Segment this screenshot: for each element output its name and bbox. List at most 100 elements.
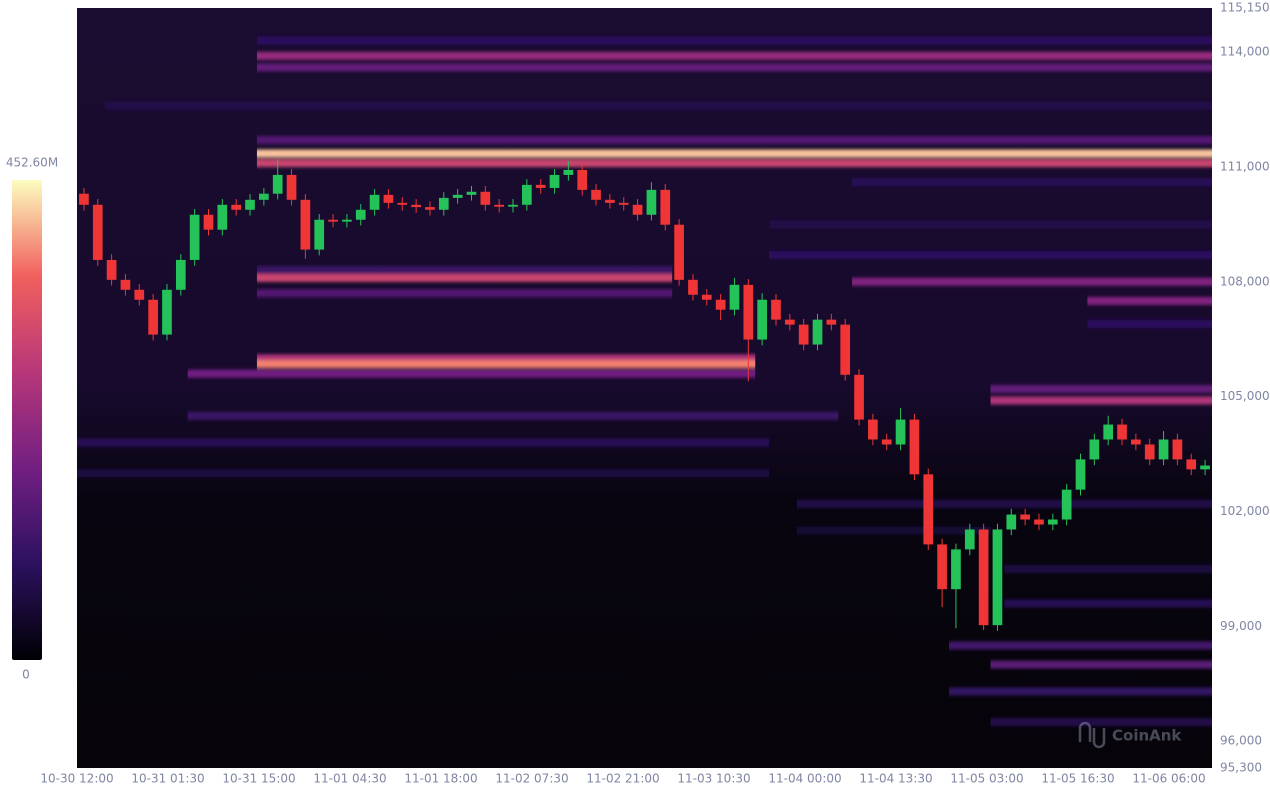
heat-band — [769, 220, 1212, 229]
candle-body — [189, 214, 200, 260]
candle-body — [466, 191, 477, 195]
candle-body — [591, 189, 601, 200]
x-tick-label: 11-04 00:00 — [768, 772, 841, 786]
candle-body — [1158, 439, 1169, 460]
candle-body — [148, 299, 158, 335]
candle-body — [1034, 519, 1044, 525]
y-tick-label: 108,000 — [1220, 274, 1270, 288]
candle-body — [743, 284, 754, 340]
candle-body — [909, 419, 920, 475]
candle-body — [1200, 465, 1210, 470]
x-tick-label: 11-03 10:30 — [677, 772, 750, 786]
x-tick-label: 11-04 13:30 — [859, 772, 932, 786]
heat-band — [852, 277, 1212, 286]
x-tick-label: 10-31 15:00 — [222, 772, 295, 786]
candle-body — [1172, 439, 1183, 460]
candle-body — [79, 193, 89, 205]
heat-band — [990, 718, 1212, 727]
heat-band — [990, 396, 1212, 405]
candle-body — [425, 207, 435, 210]
candle-body — [826, 319, 837, 325]
candle-body — [605, 199, 615, 203]
x-tick-label: 11-06 06:00 — [1132, 772, 1205, 786]
colorbar-min-label: 0 — [22, 668, 30, 682]
heat-band — [77, 469, 770, 478]
candle-body — [535, 184, 546, 188]
candle-body — [563, 169, 574, 175]
candle-body — [923, 474, 934, 545]
candle-body — [1061, 489, 1072, 520]
heat-band — [990, 384, 1212, 393]
candle-body — [162, 289, 172, 335]
x-tick-label: 10-31 01:30 — [131, 772, 204, 786]
watermark: CoinAnk — [1078, 721, 1182, 749]
colorbar-max-label: 452.60M — [6, 156, 58, 170]
heat-band — [256, 149, 1212, 158]
candle-body — [1075, 459, 1086, 490]
candle-body — [1117, 424, 1127, 440]
x-tick-label: 11-01 18:00 — [404, 772, 477, 786]
candle-body — [798, 324, 809, 345]
candle-body — [92, 204, 103, 260]
candle-body — [134, 289, 145, 300]
candle-body — [245, 199, 255, 210]
candle-body — [771, 299, 781, 320]
heat-band — [949, 641, 1212, 650]
candle-body — [840, 324, 851, 375]
candle-body — [480, 191, 491, 205]
candle-body — [217, 204, 228, 230]
heat-band — [256, 266, 673, 275]
heat-band — [256, 63, 1212, 72]
candle-body — [992, 529, 1003, 626]
candle-body — [259, 193, 269, 200]
x-tick-label: 11-02 07:30 — [495, 772, 568, 786]
candle-body — [438, 197, 449, 210]
candle-body — [355, 209, 366, 220]
y-tick-label: 114,000 — [1220, 45, 1270, 59]
heat-band — [77, 438, 770, 447]
plot — [77, 36, 1212, 727]
candle-body — [688, 279, 698, 295]
candle-body — [784, 319, 795, 325]
candle-body — [715, 299, 726, 310]
x-tick-label: 10-30 12:00 — [40, 772, 113, 786]
y-tick-label: 95,300 — [1220, 761, 1262, 775]
candle-body — [328, 219, 338, 222]
y-tick-label: 111,000 — [1220, 159, 1270, 173]
candle-body — [577, 169, 588, 190]
candle-body — [397, 202, 408, 205]
heat-band — [187, 411, 839, 420]
y-tick-label: 99,000 — [1220, 619, 1262, 633]
candle-body — [1103, 424, 1114, 440]
candle-body — [812, 319, 823, 345]
candle-body — [701, 294, 712, 300]
candle-body — [937, 544, 947, 590]
heat-band — [256, 36, 1212, 45]
candle-body — [1006, 514, 1017, 530]
x-tick-label: 11-05 16:30 — [1041, 772, 1114, 786]
candles — [79, 159, 1210, 631]
heat-band — [990, 660, 1212, 669]
candle-body — [369, 194, 380, 210]
candle-body — [342, 219, 352, 222]
heat-band — [256, 136, 1212, 145]
watermark-text: CoinAnk — [1112, 727, 1182, 745]
candle-body — [1144, 444, 1155, 460]
heat-band — [256, 51, 1212, 60]
heat-band — [769, 250, 1212, 259]
candle-body — [660, 189, 671, 225]
candle-body — [868, 419, 878, 440]
heat-band — [256, 289, 673, 298]
candle-body — [452, 194, 463, 198]
candle-body — [494, 204, 505, 207]
candle-body — [1089, 439, 1100, 460]
candle-body — [1047, 519, 1058, 525]
candle-body — [411, 204, 421, 208]
candle-body — [383, 194, 394, 203]
candle-body — [549, 174, 560, 188]
heat-band — [256, 354, 756, 363]
candle-body — [951, 549, 961, 590]
candle-body — [522, 184, 532, 205]
candle-body — [314, 219, 325, 250]
